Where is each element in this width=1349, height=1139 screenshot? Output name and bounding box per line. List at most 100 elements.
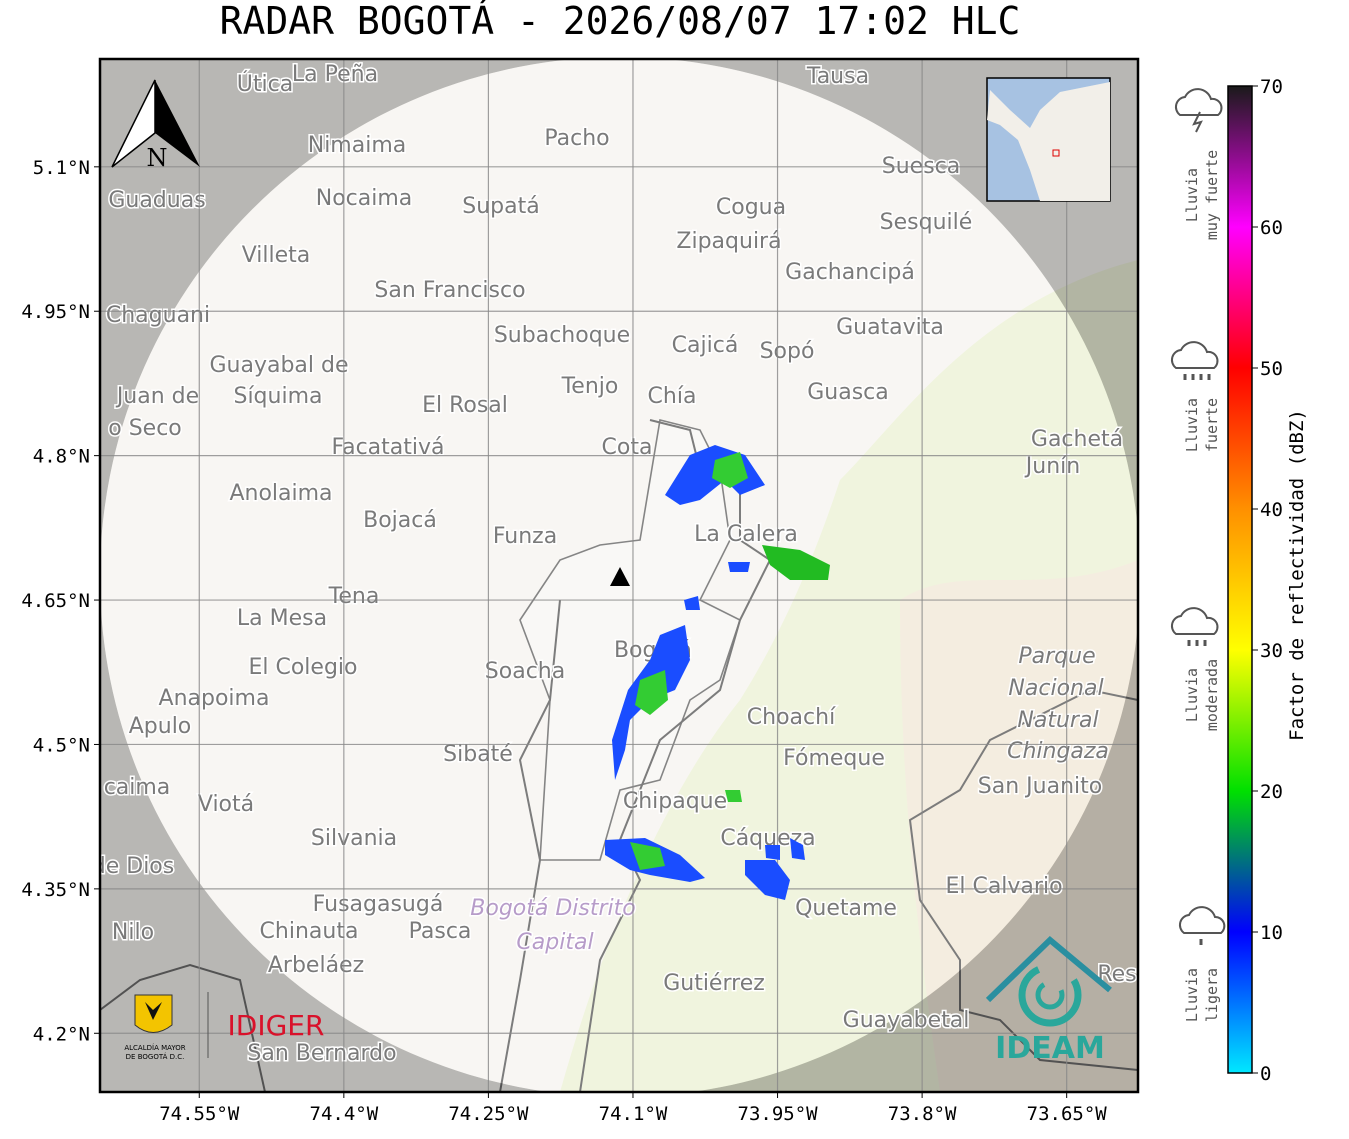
echo bbox=[635, 670, 668, 715]
icon-moderate bbox=[1170, 607, 1219, 635]
colorbar-tick-label: 0 bbox=[1260, 1063, 1271, 1085]
place-label: Facatativá bbox=[331, 435, 444, 460]
place-label: Sesquilé bbox=[880, 210, 973, 235]
colorbar-tick-label: 40 bbox=[1260, 499, 1283, 521]
logo-swirl bbox=[1035, 980, 1065, 1010]
logo-swirl bbox=[1018, 963, 1082, 1027]
radar-site bbox=[610, 567, 630, 586]
axes: 5.1°N 4.95°N 4.8°N 4.65°N 4.5°N 4.35°N 4.2°N 74… bbox=[21, 157, 1107, 1125]
place-label: Junín bbox=[1024, 454, 1080, 479]
eagle bbox=[145, 1002, 162, 1020]
echo bbox=[725, 790, 742, 802]
drops bbox=[1187, 640, 1207, 646]
place-label: Gachancipá bbox=[785, 260, 915, 285]
inset-land bbox=[987, 82, 1110, 201]
category-label: muy fuerte bbox=[1203, 150, 1221, 240]
place-label: Gachetá bbox=[1031, 427, 1123, 452]
place-label: Choachí bbox=[747, 705, 836, 730]
inset-map bbox=[986, 77, 1111, 202]
place-label: Fómeque bbox=[783, 746, 885, 771]
place-label: Natural bbox=[1017, 708, 1098, 733]
north-label: N bbox=[147, 144, 168, 172]
place-label: Chía bbox=[648, 384, 697, 409]
echo bbox=[630, 842, 665, 870]
echo bbox=[712, 452, 748, 488]
cloud bbox=[1174, 88, 1223, 116]
place-label: Subachoque bbox=[494, 323, 630, 348]
bolt bbox=[1192, 111, 1203, 133]
colorbar-tick-label: 10 bbox=[1260, 922, 1283, 944]
north-arrow: N bbox=[111, 79, 200, 172]
lat-tick-label: 4.65°N bbox=[21, 590, 90, 612]
place-label: Apulo bbox=[129, 714, 192, 739]
place-label: Chingaza bbox=[1007, 739, 1109, 764]
inset-box bbox=[1052, 149, 1060, 157]
place-label: Bogotá Distrito bbox=[470, 896, 635, 921]
radar-echoes bbox=[605, 445, 830, 900]
echo bbox=[612, 625, 690, 780]
lat-tick-label: 4.8°N bbox=[33, 446, 90, 468]
colorbar-label: Factor de reflectividad (dBZ) bbox=[1286, 409, 1308, 741]
place-label: Fusagasugá bbox=[313, 892, 444, 917]
lat-tick-label: 4.95°N bbox=[21, 301, 90, 323]
place-label: Capital bbox=[516, 930, 593, 955]
place-label: o Seco bbox=[108, 416, 182, 441]
logo-text: ALCALDÍA MAYOR bbox=[124, 1043, 185, 1052]
category-label: Lluvia bbox=[1183, 668, 1201, 722]
colorbar-tick-label: 30 bbox=[1260, 640, 1283, 662]
place-label: Arbeláez bbox=[268, 953, 364, 978]
lon-tick-label: 74.4°W bbox=[310, 1103, 379, 1125]
place-label: Sopó bbox=[760, 339, 815, 364]
place-label: El Colegio bbox=[248, 655, 357, 680]
place-label: Chinauta bbox=[260, 919, 359, 944]
category-label: ligera bbox=[1203, 968, 1221, 1022]
ideam-text: IDEAM bbox=[995, 1031, 1105, 1066]
place-label: El Rosal bbox=[422, 393, 508, 418]
place-label: Villeta bbox=[242, 243, 311, 268]
place-label: Supatá bbox=[462, 194, 539, 219]
place-label: Tena bbox=[328, 584, 380, 609]
place-label: Chipaque bbox=[623, 789, 727, 814]
colorbar bbox=[1227, 85, 1253, 1074]
place-label: La Mesa bbox=[237, 606, 327, 631]
lon-tick-label: 74.1°W bbox=[599, 1103, 668, 1125]
place-label: La Peña bbox=[292, 62, 378, 87]
map-frame bbox=[98, 57, 1140, 1094]
place-label: Pasca bbox=[409, 919, 472, 944]
category-label: moderada bbox=[1203, 659, 1221, 731]
colorbar-tick-label: 60 bbox=[1260, 217, 1283, 239]
place-label: Chaguani bbox=[106, 303, 210, 328]
place-label: Guasca bbox=[807, 380, 889, 405]
echo bbox=[745, 860, 790, 900]
place-label: Zipaquirá bbox=[676, 229, 781, 254]
ideam-logo: IDEAM bbox=[985, 935, 1112, 1066]
idiger-logo: IDIGER bbox=[228, 1009, 325, 1042]
place-label: Anapoima bbox=[159, 686, 270, 711]
place-label: Gutiérrez bbox=[663, 971, 765, 996]
lat-tick-label: 4.2°N bbox=[33, 1023, 90, 1045]
place-label: Tenjo bbox=[561, 374, 619, 399]
place-label: Pacho bbox=[544, 126, 609, 151]
place-label: Viotá bbox=[198, 792, 254, 817]
place-label: San Bernardo bbox=[247, 1041, 396, 1066]
place-label: Silvania bbox=[311, 826, 397, 851]
lat-tick-label: 4.35°N bbox=[21, 879, 90, 901]
logo-text: DE BOGOTÁ D.C. bbox=[126, 1052, 185, 1061]
icon-light bbox=[1178, 906, 1226, 934]
place-label: Anolaima bbox=[229, 481, 332, 506]
place-label: Síquima bbox=[233, 384, 322, 409]
lon-tick-label: 74.25°W bbox=[448, 1103, 529, 1125]
place-label: Guaduas bbox=[108, 188, 205, 213]
place-label: Útica bbox=[237, 71, 293, 97]
lon-tick-label: 73.8°W bbox=[888, 1103, 957, 1125]
lat-tick-label: 5.1°N bbox=[33, 157, 90, 179]
place-label: Nacional bbox=[1008, 676, 1103, 701]
place-label: Nilo bbox=[112, 920, 154, 945]
category-label: fuerte bbox=[1203, 398, 1221, 452]
arrow-dark bbox=[155, 80, 200, 167]
place-label: El Calvario bbox=[945, 874, 1062, 899]
boundary bbox=[499, 599, 561, 1092]
